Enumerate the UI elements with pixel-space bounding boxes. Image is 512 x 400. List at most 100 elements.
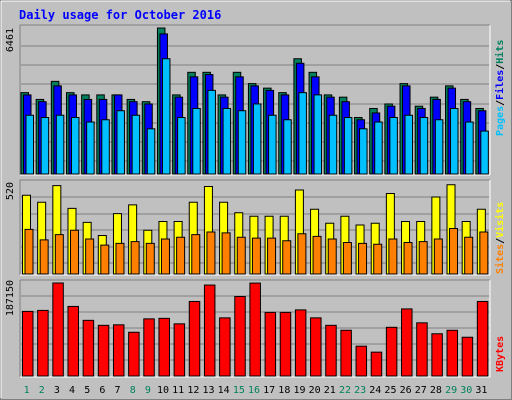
bar-sites-day-4	[69, 229, 79, 275]
bar-pages-day-3	[55, 114, 65, 175]
bars	[20, 27, 489, 377]
bar-pages-day-27	[419, 117, 429, 175]
bar-sites-day-17	[267, 237, 277, 275]
legend-visits-panel-separator-1: /	[495, 238, 506, 244]
visits-panel-max-label: 520	[5, 182, 16, 200]
bar-kbytes-day-28	[431, 333, 443, 377]
bar-sites-day-30	[464, 236, 474, 275]
day-label-28: 28	[430, 385, 442, 396]
bar-sites-day-6	[100, 244, 110, 275]
bar-sites-day-15	[236, 236, 246, 275]
day-label-5: 5	[84, 385, 90, 396]
bar-pages-day-13	[207, 89, 216, 175]
bar-kbytes-day-14	[219, 317, 231, 377]
bar-pages-day-21	[328, 114, 338, 175]
bar-pages-day-22	[343, 117, 353, 175]
bar-pages-day-26	[404, 114, 414, 175]
bar-sites-day-14	[221, 232, 231, 275]
day-label-17: 17	[263, 385, 275, 396]
bar-sites-day-13	[206, 231, 216, 275]
bar-pages-day-24	[374, 121, 383, 175]
day-label-11: 11	[172, 385, 184, 396]
day-label-27: 27	[415, 385, 427, 396]
bar-pages-day-10	[161, 58, 171, 175]
bar-pages-day-31	[480, 130, 489, 175]
bar-kbytes-day-27	[416, 322, 428, 377]
bar-kbytes-day-10	[158, 317, 170, 377]
day-label-8: 8	[130, 385, 136, 396]
bar-sites-day-7	[115, 242, 125, 275]
day-label-2: 2	[39, 385, 45, 396]
bar-sites-day-27	[418, 241, 428, 275]
bar-kbytes-day-29	[446, 329, 459, 377]
bar-sites-day-31	[479, 231, 489, 275]
bar-pages-day-16	[252, 103, 262, 175]
bar-kbytes-day-23	[355, 345, 368, 377]
legend-hits-panel-files: Files	[494, 70, 506, 100]
bar-sites-day-12	[191, 234, 201, 275]
day-label-12: 12	[187, 385, 199, 396]
chart-title: Daily usage for October 2016	[19, 8, 221, 22]
bar-pages-day-4	[70, 117, 80, 175]
bar-sites-day-26	[403, 242, 413, 275]
bar-kbytes-day-3	[52, 282, 64, 377]
day-label-4: 4	[69, 385, 75, 396]
bar-kbytes-day-13	[203, 284, 216, 377]
bar-pages-day-19	[298, 92, 307, 175]
day-label-9: 9	[145, 385, 151, 396]
legend-visits-panel-sites: Sites	[494, 244, 506, 274]
bar-pages-day-6	[101, 119, 110, 175]
bar-pages-day-11	[177, 117, 186, 175]
day-label-7: 7	[115, 385, 121, 396]
bar-sites-day-18	[282, 240, 292, 275]
bar-kbytes-day-4	[67, 305, 79, 377]
day-label-6: 6	[99, 385, 105, 396]
day-label-10: 10	[157, 385, 169, 396]
legend-visits-panel: Sites/Visits	[494, 202, 506, 274]
day-label-29: 29	[445, 385, 457, 396]
bar-pages-day-30	[465, 121, 474, 175]
day-label-16: 16	[248, 385, 260, 396]
bar-pages-day-18	[283, 119, 292, 175]
legend-kbytes-panel-kbytes: KBytes	[495, 336, 506, 372]
bar-sites-day-23	[358, 242, 368, 275]
legend-kbytes-panel: KBytes	[495, 336, 506, 372]
day-label-26: 26	[400, 385, 412, 396]
bar-pages-day-20	[313, 94, 323, 175]
bar-pages-day-5	[86, 121, 95, 175]
legend-hits-panel: Pages/Files/Hits	[494, 40, 506, 136]
bar-pages-day-2	[40, 117, 50, 175]
legend-hits-panel-pages: Pages	[495, 106, 506, 136]
day-label-13: 13	[202, 385, 214, 396]
bar-kbytes-day-6	[97, 324, 110, 377]
day-label-30: 30	[460, 385, 472, 396]
bar-kbytes-day-5	[82, 319, 95, 377]
bar-pages-day-1	[25, 114, 34, 175]
bar-kbytes-day-26	[401, 308, 413, 377]
bar-kbytes-day-15	[234, 295, 246, 377]
legend-hits-panel-separator-2: /	[495, 64, 506, 70]
bar-pages-day-23	[359, 128, 368, 175]
bar-sites-day-20	[312, 235, 322, 275]
bar-pages-day-12	[192, 107, 201, 175]
legend-hits-panel-separator-1: /	[495, 100, 506, 106]
legend-visits-panel-visits: Visits	[494, 202, 506, 238]
bar-sites-day-19	[297, 233, 307, 275]
bar-sites-day-10	[160, 238, 170, 275]
bar-kbytes-day-21	[325, 324, 337, 377]
day-label-25: 25	[384, 385, 396, 396]
day-label-18: 18	[278, 385, 290, 396]
bar-sites-day-22	[342, 242, 352, 275]
legend-hits-panel-hits: Hits	[494, 40, 506, 64]
bar-sites-day-3	[54, 234, 64, 275]
bar-sites-day-16	[251, 237, 261, 275]
bar-kbytes-day-18	[279, 311, 292, 377]
hits-panel-max-label: 6461	[5, 28, 16, 52]
bar-sites-day-21	[327, 238, 337, 275]
bar-kbytes-day-16	[249, 282, 261, 377]
bar-pages-day-15	[237, 110, 247, 175]
bar-pages-day-7	[116, 110, 125, 175]
day-label-23: 23	[354, 385, 366, 396]
bar-pages-day-29	[450, 107, 459, 175]
day-label-20: 20	[309, 385, 321, 396]
